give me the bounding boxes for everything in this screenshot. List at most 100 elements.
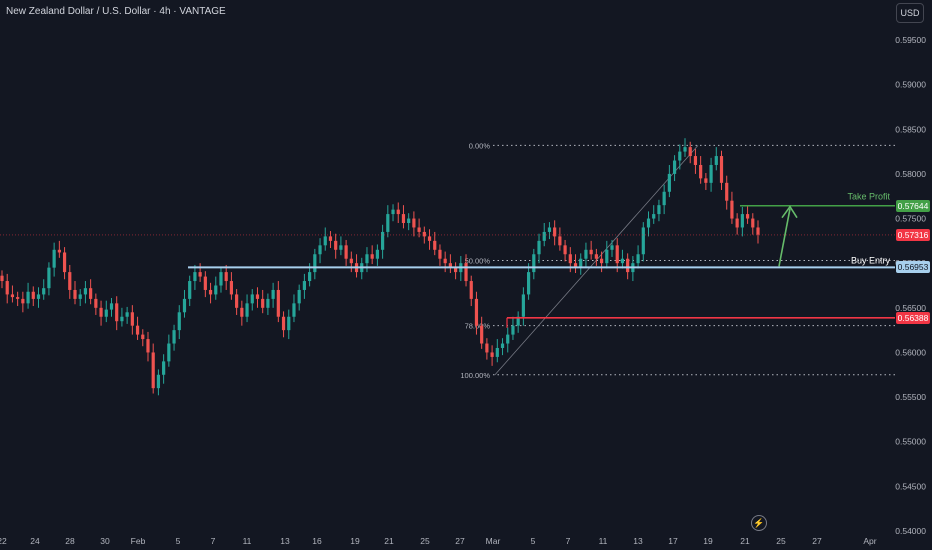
candle-body [526, 272, 531, 295]
y-tick-label: 0.55000 [895, 437, 926, 447]
candle-body [469, 281, 473, 299]
candle-body [699, 164, 703, 179]
candle-body [693, 156, 698, 165]
candle-body [672, 160, 677, 174]
candle-body [10, 294, 15, 298]
candle-body [620, 258, 625, 264]
x-tick-label: 19 [350, 536, 360, 546]
candle-body [422, 231, 426, 237]
chart-axes: 0.595000.590000.585000.580000.575000.570… [0, 35, 926, 546]
candle-body [401, 214, 406, 224]
candle-body [57, 249, 61, 253]
x-tick-label: 27 [455, 536, 465, 546]
candle-body [490, 352, 494, 357]
candle-body [0, 275, 4, 282]
candle-body [334, 240, 338, 250]
candle-body [5, 281, 9, 295]
candle-body [313, 254, 317, 273]
candle-body [349, 258, 353, 264]
target-arrow-head [781, 205, 798, 219]
candle-body [323, 236, 327, 246]
y-tick-label: 0.58000 [895, 169, 926, 179]
x-tick-label: 16 [312, 536, 322, 546]
x-tick-label: 7 [211, 536, 216, 546]
x-tick-label: 5 [176, 536, 181, 546]
candle-body [281, 316, 286, 331]
candle-body [500, 343, 505, 348]
x-tick-label: 7 [566, 536, 571, 546]
candle-body [756, 227, 760, 235]
x-tick-label: 24 [30, 536, 40, 546]
candle-body [704, 178, 708, 183]
candle-body [302, 281, 306, 290]
candle-body [688, 147, 692, 157]
candle-body [125, 312, 129, 317]
candle-body [573, 263, 578, 268]
take-profit-label: Take Profit [847, 192, 890, 202]
candle-body [214, 285, 218, 295]
x-tick-label: 11 [599, 536, 608, 546]
candle-body [261, 298, 265, 308]
candle-body [177, 312, 181, 331]
candle-body [151, 352, 155, 389]
candle-body [714, 156, 718, 165]
lightning-icon[interactable]: ⚡ [751, 515, 767, 531]
candle-body [599, 258, 604, 264]
candle-body [162, 361, 166, 375]
candle-body [182, 298, 187, 313]
y-tick-label: 0.58500 [895, 124, 926, 134]
candle-body [396, 209, 400, 215]
y-tick-label: 0.56500 [895, 303, 926, 313]
x-tick-label: 11 [243, 536, 252, 546]
candle-body [568, 254, 572, 264]
candle-body [16, 297, 20, 299]
candle-body [433, 240, 437, 250]
price-tag: 0.57316 [896, 228, 930, 241]
x-tick-label: 21 [740, 536, 750, 546]
candle-body [31, 291, 35, 299]
candle-body [558, 236, 562, 246]
candle-body [370, 254, 374, 259]
candle-body [68, 272, 72, 290]
x-tick-label: Apr [863, 536, 876, 546]
candle-body [641, 227, 645, 255]
candle-body [615, 245, 619, 264]
y-tick-label: 0.55500 [895, 392, 926, 402]
candle-body [495, 347, 499, 357]
fib-level-label: 78.60% [465, 322, 491, 331]
candle-body [167, 343, 171, 362]
candle-body [480, 325, 484, 344]
candle-body [172, 330, 176, 344]
fib-level-label: 50.00% [465, 257, 491, 266]
candle-body [115, 303, 119, 322]
x-tick-label: 13 [280, 536, 290, 546]
candle-body [745, 214, 750, 219]
candle-body [188, 281, 192, 299]
candle-body [78, 294, 82, 299]
candle-body [391, 209, 395, 215]
x-tick-label: 21 [384, 536, 394, 546]
price-tag: 0.56388 [896, 311, 930, 324]
candle-body [412, 218, 416, 228]
candle-body [109, 303, 114, 310]
symbol-header: New Zealand Dollar / U.S. Dollar · 4h · … [6, 6, 226, 17]
candle-body [725, 182, 729, 201]
candle-body [245, 303, 249, 317]
candle-body [89, 288, 93, 299]
candle-body [42, 288, 46, 295]
candle-body [511, 325, 515, 335]
currency-button[interactable]: USD [896, 3, 924, 23]
fibonacci-retracement: 0.00% 50.00% 78.60% 100.00% [460, 141, 895, 380]
y-tick-label: 0.59500 [895, 35, 926, 45]
y-tick-label: 0.54000 [895, 526, 926, 536]
candle-body [407, 218, 411, 224]
candle-body [208, 289, 213, 295]
fib-level-label: 100.00% [460, 371, 490, 380]
x-tick-label: 13 [633, 536, 643, 546]
candle-body [719, 156, 724, 183]
candle-body [516, 316, 520, 326]
y-tick-label: 0.56000 [895, 347, 926, 357]
candle-body [547, 227, 552, 232]
candle-body [594, 254, 598, 259]
